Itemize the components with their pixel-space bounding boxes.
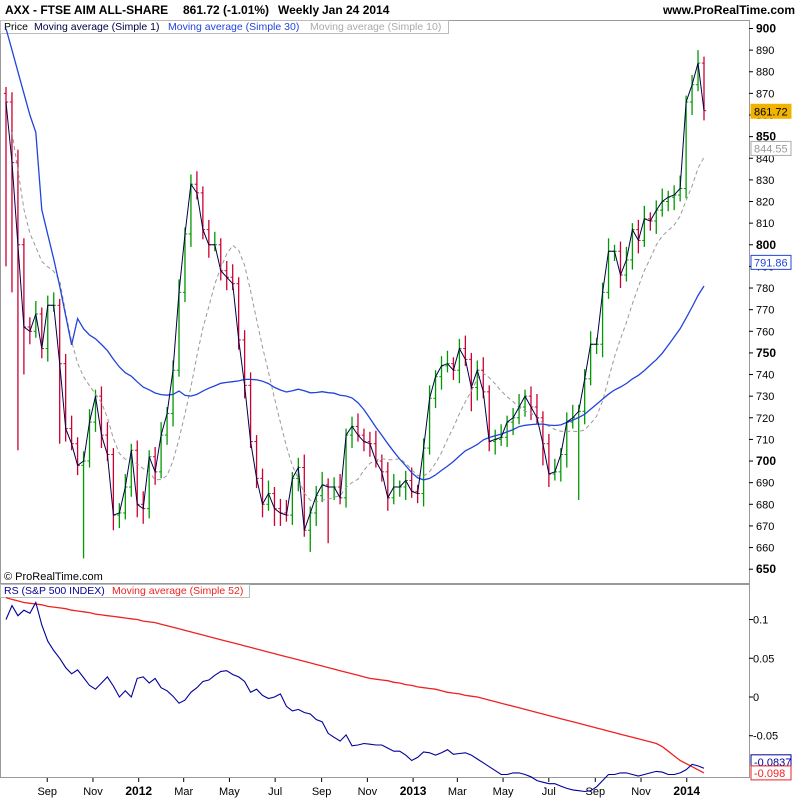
header-bar: [0, 0, 800, 20]
price-tick-label: 870: [756, 88, 774, 100]
indicator-lines: [5, 28, 705, 793]
ma10-tag-box: [750, 140, 792, 156]
price-bars: [3, 50, 707, 559]
x-tick-label: Nov: [631, 786, 651, 798]
rs-ma-last-tag-box: [750, 765, 792, 781]
x-tick-label: Jul: [542, 786, 556, 798]
price-tick-label: 650: [756, 562, 776, 576]
rs-y-axis: 0.1 0.05 0 -0.05: [749, 615, 778, 743]
rs-panel-frame: [0, 584, 750, 778]
rs-line: [5, 601, 705, 793]
rs-tick-label: -0.05: [753, 731, 778, 743]
price-tick-label: 840: [756, 153, 774, 165]
price-tick-label: 800: [756, 238, 776, 252]
price-legend: Price Moving average (Simple 1) Moving a…: [0, 20, 449, 34]
x-tick-label: 2013: [400, 784, 427, 798]
x-tick-label: Nov: [358, 786, 378, 798]
price-tick-label: 720: [756, 413, 774, 425]
legend-ma1: Moving average (Simple 1): [34, 21, 159, 33]
ma10-tag-label: 844.55: [754, 143, 788, 155]
ma1-line: [5, 62, 705, 531]
price-tick-label: 830: [756, 175, 774, 187]
quote-text: 861.72 (-1.01%): [183, 3, 269, 17]
rs-legend-box: [0, 584, 250, 598]
price-tick-label: 760: [756, 326, 774, 338]
period-text: Weekly: [278, 3, 319, 17]
rs-tick-label: 0.1: [753, 615, 768, 627]
date-text: Jan 24 2014: [322, 3, 390, 17]
price-tick-label: 680: [756, 499, 774, 511]
price-tick-label: 750: [756, 346, 776, 360]
x-tick-label: Jul: [268, 786, 282, 798]
x-tick-label: Sep: [312, 786, 332, 798]
price-tick-label: 810: [756, 218, 774, 230]
site-url: www.ProRealTime.com: [662, 3, 795, 17]
x-tick-label: May: [219, 786, 240, 798]
x-tick-label: 2012: [125, 784, 152, 798]
price-tick-label: 710: [756, 434, 774, 446]
price-tick-label: 820: [756, 197, 774, 209]
price-y-axis: 9008908808708608508408308208108007907807…: [749, 21, 776, 576]
ma10-line: [11, 132, 705, 503]
legend-price: Price: [4, 21, 28, 33]
ma30-tag-label: 791.86: [754, 257, 788, 269]
x-tick-label: Sep: [37, 786, 57, 798]
rs-ma-last-tag-label: -0.098: [754, 768, 785, 780]
price-tick-label: 730: [756, 391, 774, 403]
price-tick-label: 670: [756, 521, 774, 533]
ma30-line: [5, 28, 705, 481]
price-tick-label: 850: [756, 130, 776, 144]
price-tick-label: 690: [756, 478, 774, 490]
price-tick-label: 780: [756, 283, 774, 295]
price-tick-label: 880: [756, 67, 774, 79]
price-tick-label: 660: [756, 543, 774, 555]
ma30-tag-box: [750, 254, 792, 270]
legend-ma10: Moving average (Simple 10): [310, 21, 441, 33]
legend-ma30: Moving average (Simple 30): [168, 21, 299, 33]
x-tick-label: Sep: [585, 786, 605, 798]
rs-tick-label: 0: [753, 692, 759, 704]
price-tick-label: 890: [756, 45, 774, 57]
legend-rs-ma52: Moving average (Simple 52): [112, 585, 243, 597]
price-tick-label: 900: [756, 21, 776, 35]
price-legend-box: [0, 20, 449, 34]
copyright: © ProRealTime.com: [4, 571, 103, 583]
x-tick-label: 2014: [673, 784, 700, 798]
rs-ma52-line: [5, 597, 705, 774]
x-tick-label: Mar: [448, 786, 467, 798]
x-axis: Sep Nov 2012 Mar May Jul Sep Nov 2013 Mar May Jul Se…: [37, 778, 700, 798]
rs-legend: RS (S&P 500 INDEX) Moving average (Simpl…: [0, 584, 250, 598]
x-tick-label: Mar: [174, 786, 193, 798]
price-tick-label: 770: [756, 305, 774, 317]
price-tick-label: 700: [756, 454, 776, 468]
legend-rs: RS (S&P 500 INDEX): [4, 585, 105, 597]
instrument-title: AXX - FTSE AIM ALL-SHARE: [5, 3, 168, 17]
last-price-tag-box: [750, 103, 792, 119]
rs-tick-label: 0.05: [753, 653, 774, 665]
price-tick-label: 740: [756, 370, 774, 382]
x-tick-label: May: [493, 786, 514, 798]
x-tick-label: Nov: [83, 786, 103, 798]
last-price-tag-label: 861.72: [754, 106, 788, 118]
